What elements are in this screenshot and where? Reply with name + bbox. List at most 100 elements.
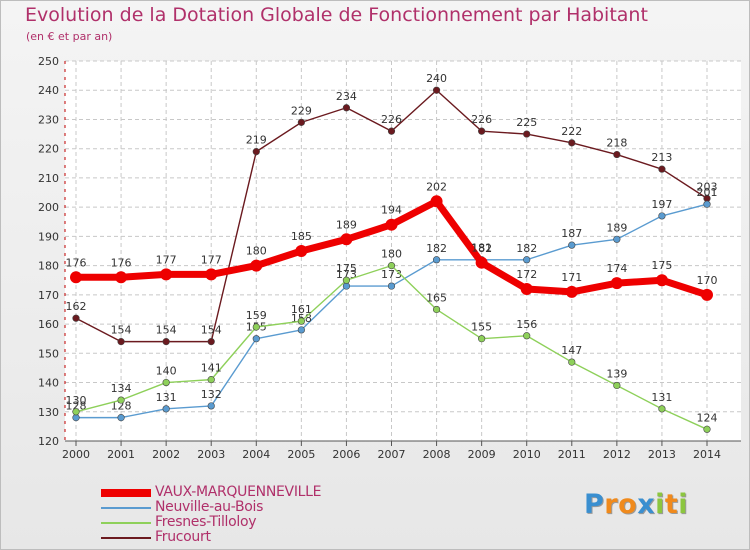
data-point-frucourt — [523, 130, 531, 138]
data-label-vaux-marquenneville: 174 — [606, 262, 627, 275]
data-label-vaux-marquenneville: 177 — [156, 253, 177, 266]
data-label-vaux-marquenneville: 170 — [697, 274, 718, 287]
data-label-neuville-au-bois: 173 — [381, 268, 402, 281]
data-point-vaux-marquenneville — [430, 195, 443, 208]
data-label-neuville-au-bois: 132 — [201, 388, 222, 401]
legend-label: Neuville-au-Bois — [155, 499, 264, 515]
data-point-frucourt — [72, 314, 80, 322]
x-tick-label: 2010 — [513, 448, 541, 461]
legend: VAUX-MARQUENNEVILLE Neuville-au-Bois Fresn… — [101, 484, 401, 545]
data-point-fresnes-tilloloy — [613, 381, 621, 390]
logo-letter: o — [618, 489, 638, 520]
legend-item-frucourt: Frucourt — [101, 529, 401, 545]
data-point-fresnes-tilloloy — [117, 396, 125, 404]
logo-letter: P — [584, 489, 605, 520]
data-point-neuville-au-bois — [387, 282, 396, 290]
legend-label: Fresnes-Tilloloy — [155, 514, 257, 530]
data-label-vaux-marquenneville: 172 — [516, 268, 537, 281]
data-label-fresnes-tilloloy: 155 — [471, 321, 492, 334]
data-point-frucourt — [252, 148, 260, 156]
data-point-fresnes-tilloloy — [72, 408, 80, 416]
legend-item-fresnes-tilloloy: Fresnes-Tilloloy — [101, 514, 401, 530]
data-point-vaux-marquenneville — [655, 274, 668, 287]
data-point-vaux-marquenneville — [385, 218, 398, 231]
y-tick-label: 120 — [38, 435, 59, 448]
y-tick-label: 210 — [38, 172, 59, 185]
data-point-fresnes-tilloloy — [568, 358, 576, 366]
chart-title: Evolution de la Dotation Globale de Fonc… — [25, 4, 648, 26]
data-label-vaux-marquenneville: 175 — [651, 259, 672, 272]
y-tick-label: 200 — [38, 201, 59, 214]
data-label-frucourt: 213 — [651, 151, 672, 164]
y-tick-label: 240 — [38, 84, 59, 97]
data-point-frucourt — [658, 165, 666, 173]
data-point-neuville-au-bois — [207, 402, 215, 410]
data-label-fresnes-tilloloy: 124 — [697, 411, 718, 424]
x-tick-label: 2011 — [558, 448, 586, 461]
data-point-vaux-marquenneville — [250, 259, 263, 272]
y-tick-label: 160 — [38, 318, 59, 331]
data-label-neuville-au-bois: 128 — [111, 400, 132, 413]
data-point-frucourt — [342, 104, 351, 112]
data-point-fresnes-tilloloy — [297, 317, 305, 325]
data-label-neuville-au-bois: 128 — [66, 400, 87, 413]
data-label-vaux-marquenneville: 180 — [246, 245, 267, 258]
data-point-vaux-marquenneville — [70, 271, 82, 284]
data-point-frucourt — [613, 150, 621, 159]
data-label-vaux-marquenneville: 194 — [381, 204, 402, 217]
y-tick-label: 220 — [38, 143, 59, 156]
data-point-neuville-au-bois — [162, 405, 170, 413]
x-tick-label: 2001 — [107, 448, 135, 461]
data-point-fresnes-tilloloy — [478, 335, 486, 343]
data-point-frucourt — [297, 118, 305, 126]
data-label-frucourt: 219 — [246, 134, 267, 147]
data-point-vaux-marquenneville — [340, 233, 353, 246]
y-tick-label: 140 — [38, 377, 59, 390]
y-tick-label: 150 — [38, 347, 59, 360]
x-tick-label: 2004 — [242, 448, 270, 461]
data-label-frucourt: 240 — [426, 72, 447, 85]
data-label-fresnes-tilloloy: 159 — [246, 309, 267, 322]
data-point-frucourt — [432, 86, 441, 94]
data-label-fresnes-tilloloy: 147 — [561, 344, 582, 357]
data-point-vaux-marquenneville — [475, 256, 488, 269]
legend-swatch — [101, 522, 151, 524]
data-label-fresnes-tilloloy: 175 — [336, 262, 357, 275]
data-point-vaux-marquenneville — [565, 285, 578, 298]
y-tick-label: 190 — [38, 230, 59, 243]
data-point-fresnes-tilloloy — [523, 332, 531, 340]
data-label-frucourt: 154 — [201, 324, 222, 337]
data-point-fresnes-tilloloy — [162, 378, 170, 387]
data-point-vaux-marquenneville — [115, 271, 128, 284]
data-label-frucourt: 218 — [606, 137, 627, 150]
data-point-fresnes-tilloloy — [432, 305, 441, 314]
logo-letter: t — [664, 489, 679, 520]
data-label-fresnes-tilloloy: 139 — [606, 367, 627, 380]
legend-label: Frucourt — [155, 529, 211, 545]
data-label-frucourt: 226 — [381, 113, 402, 126]
data-label-fresnes-tilloloy: 130 — [66, 394, 87, 407]
data-label-vaux-marquenneville: 202 — [426, 180, 447, 193]
data-point-neuville-au-bois — [703, 200, 711, 208]
data-point-frucourt — [162, 338, 170, 346]
x-tick-label: 2005 — [287, 448, 315, 461]
legend-item-neuville-au-bois: Neuville-au-Bois — [101, 499, 401, 515]
legend-swatch — [101, 489, 151, 497]
data-label-fresnes-tilloloy: 140 — [156, 365, 177, 378]
data-label-fresnes-tilloloy: 180 — [381, 248, 402, 261]
data-label-neuville-au-bois: 182 — [516, 242, 537, 255]
logo-letter: r — [604, 489, 619, 520]
logo-letter: i — [655, 489, 665, 520]
data-label-frucourt: 162 — [66, 300, 87, 313]
data-point-vaux-marquenneville — [610, 277, 623, 290]
data-label-frucourt: 225 — [516, 116, 537, 129]
data-label-frucourt: 154 — [111, 324, 132, 337]
data-label-fresnes-tilloloy: 141 — [201, 362, 222, 375]
data-label-vaux-marquenneville: 185 — [291, 230, 312, 243]
data-point-neuville-au-bois — [613, 235, 621, 243]
data-label-frucourt: 222 — [561, 125, 582, 138]
data-label-neuville-au-bois: 197 — [651, 198, 672, 211]
logo-letter: i — [678, 489, 689, 520]
